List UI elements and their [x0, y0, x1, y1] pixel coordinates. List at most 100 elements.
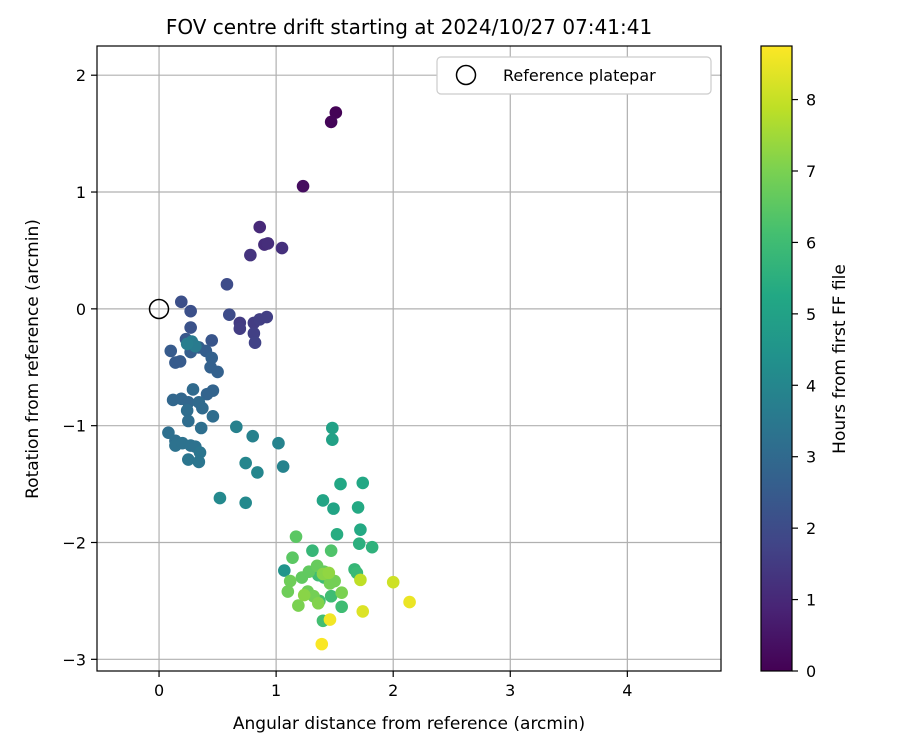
x-axis-ticks: 0 1 2 3 4 [154, 671, 632, 700]
x-tick-label: 2 [388, 681, 398, 700]
data-point [184, 304, 197, 318]
data-point [248, 336, 262, 350]
data-point [275, 241, 289, 255]
data-point [335, 586, 348, 600]
data-point [403, 595, 416, 609]
colorbar-tick-label: 1 [806, 591, 816, 610]
data-point [386, 575, 400, 589]
y-tick-label: 0 [76, 300, 86, 319]
colorbar-tick-label: 0 [806, 662, 816, 681]
data-point [205, 334, 219, 347]
legend-marker [455, 64, 477, 86]
y-tick-label: −3 [62, 650, 86, 669]
data-point [276, 460, 290, 473]
legend: Reference platepar [436, 56, 712, 95]
data-point [253, 220, 267, 234]
data-point [251, 466, 264, 479]
data-point [193, 446, 207, 459]
colorbar-tick-label: 4 [806, 376, 816, 395]
data-point [230, 420, 243, 434]
data-point [286, 551, 299, 564]
data-point [326, 433, 339, 446]
data-points [162, 106, 416, 651]
data-point [356, 476, 370, 490]
data-point [329, 106, 343, 119]
data-point [186, 383, 200, 396]
legend-box [436, 56, 712, 95]
chart-title: FOV centre drift starting at 2024/10/27 … [166, 15, 652, 39]
data-point [352, 537, 366, 550]
colorbar-gradient [760, 45, 793, 672]
data-point [180, 404, 194, 417]
data-point [323, 613, 337, 626]
x-axis-label: Angular distance from reference (arcmin) [233, 714, 585, 734]
data-point [246, 429, 260, 443]
colorbar-tick-label: 7 [806, 162, 816, 181]
grid-lines [97, 46, 721, 671]
data-point [194, 421, 208, 435]
colorbar-tick-label: 6 [806, 233, 816, 252]
data-point [205, 351, 219, 365]
y-axis-label: Rotation from reference (arcmin) [23, 219, 43, 499]
y-axis-ticks: −3 −2 −1 0 1 2 [62, 66, 97, 669]
data-point [220, 278, 234, 291]
data-point [324, 544, 338, 557]
data-point [233, 322, 247, 336]
colorbar-label: Hours from first FF file [830, 264, 850, 454]
data-point [281, 585, 295, 598]
y-tick-label: −1 [62, 417, 86, 436]
data-point [162, 426, 175, 439]
data-point [180, 337, 194, 351]
data-point [239, 456, 252, 470]
data-point [222, 308, 236, 321]
x-tick-label: 4 [622, 681, 632, 700]
data-point [356, 605, 370, 618]
data-point [354, 573, 367, 587]
data-point [322, 566, 336, 580]
data-point [315, 637, 329, 651]
data-point [334, 477, 347, 491]
x-tick-label: 0 [154, 681, 164, 700]
data-point [200, 387, 214, 401]
data-point [335, 600, 348, 614]
reference-platepar-marker [148, 298, 170, 320]
data-point [297, 588, 311, 602]
data-point [296, 179, 310, 193]
data-point [306, 544, 319, 557]
data-point [260, 310, 274, 324]
data-point [173, 355, 187, 368]
data-point [261, 237, 275, 250]
data-point [272, 436, 285, 450]
data-point [247, 327, 261, 340]
y-tick-label: 1 [76, 183, 86, 202]
colorbar-tick-label: 3 [806, 448, 816, 467]
data-point [184, 321, 197, 334]
data-point [211, 365, 224, 379]
data-point [244, 248, 257, 262]
data-point [326, 421, 339, 435]
colorbar-tick-label: 8 [806, 91, 816, 110]
data-point [324, 589, 338, 603]
colorbar-tick-label: 5 [806, 305, 816, 324]
data-point [365, 540, 379, 554]
data-point [351, 501, 365, 514]
data-point [289, 530, 303, 543]
data-point [292, 599, 305, 612]
colorbar-ticks: 0 1 2 3 4 5 6 7 8 [792, 91, 816, 681]
data-point [182, 453, 195, 466]
data-point [327, 502, 340, 515]
data-point [174, 295, 188, 309]
legend-entry-label: Reference platepar [503, 66, 656, 85]
data-point [330, 528, 344, 541]
data-point [324, 115, 338, 129]
data-point [182, 414, 195, 428]
data-point [283, 574, 297, 588]
y-tick-label: 2 [76, 66, 86, 85]
data-point [311, 596, 325, 610]
data-point [213, 491, 227, 505]
data-point [278, 564, 291, 577]
data-point [206, 410, 220, 423]
x-tick-label: 1 [271, 681, 281, 700]
y-tick-label: −2 [62, 533, 86, 552]
data-point [239, 496, 252, 510]
